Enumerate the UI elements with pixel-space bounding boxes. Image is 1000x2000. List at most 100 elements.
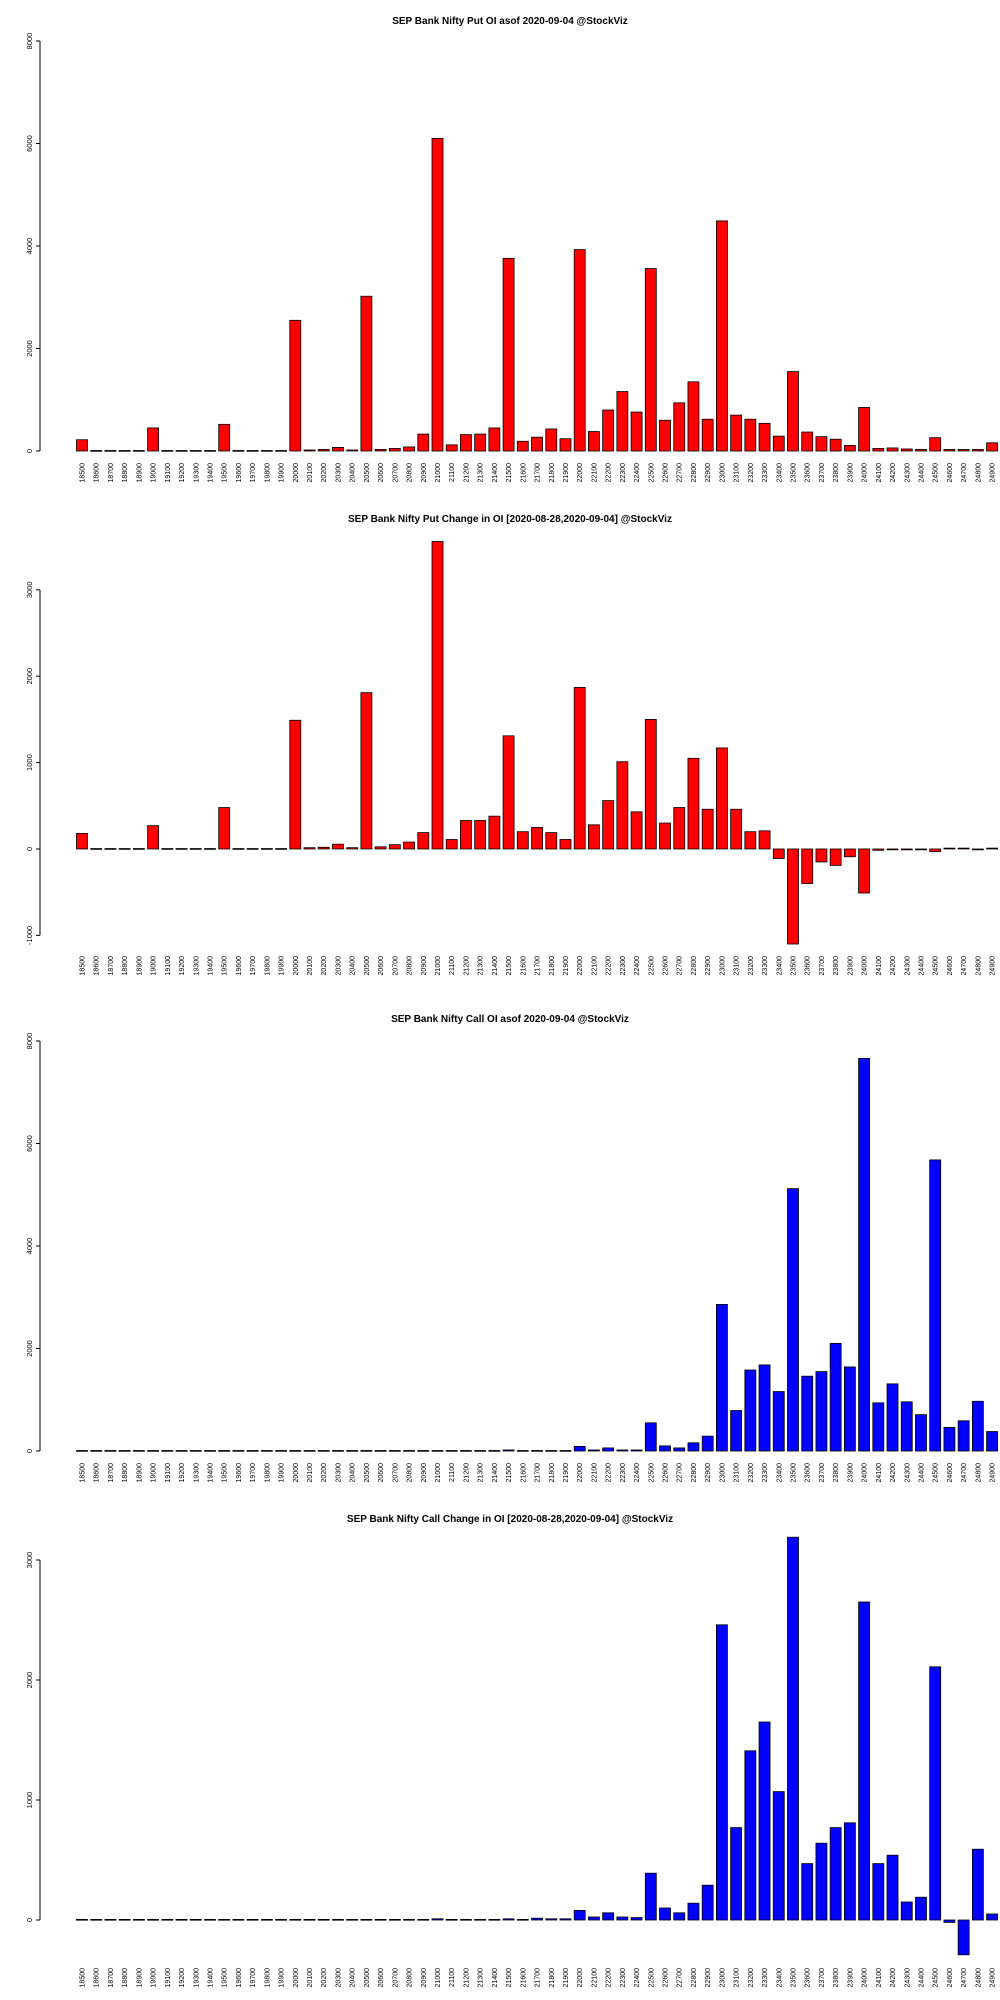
bar-20400	[346, 1450, 359, 1452]
bar-22900	[701, 1884, 714, 1921]
bar-23900	[843, 444, 856, 452]
bar-19200	[175, 848, 188, 850]
bar-21700	[531, 1450, 543, 1452]
bar-21500	[502, 735, 515, 850]
y-tick-label: 6000	[25, 135, 34, 152]
bar-20100	[303, 847, 316, 850]
bar-20200	[317, 1450, 330, 1452]
x-tick-label: 22900	[705, 1968, 712, 1988]
x-tick-label: 22000	[577, 1968, 584, 1988]
bar-19600	[232, 450, 245, 452]
bar-18600	[90, 450, 103, 452]
bar-23000	[716, 220, 728, 452]
x-tick-label: 24400	[918, 1463, 925, 1483]
bar-23400	[772, 848, 785, 859]
x-tick-label: 20200	[321, 1463, 328, 1483]
bar-19400	[204, 1918, 216, 1921]
bar-21300	[474, 1450, 487, 1452]
bar-20800	[403, 1918, 415, 1921]
bar-21200	[460, 1918, 472, 1921]
bar-20400	[346, 1918, 359, 1921]
bar-21500	[502, 1918, 515, 1921]
x-tick-label: 23800	[833, 463, 840, 483]
bar-21000	[431, 1450, 444, 1452]
x-tick-label: 21300	[478, 463, 485, 483]
bar-20700	[388, 448, 401, 452]
bar-23600	[801, 431, 814, 452]
bar-20700	[388, 844, 401, 850]
y-tick-label: 4000	[25, 238, 34, 255]
bar-21900	[559, 1918, 572, 1921]
x-tick-label: 19500	[222, 463, 229, 483]
x-tick-label: 19900	[279, 463, 286, 483]
x-tick-label: 19400	[207, 463, 214, 483]
bar-20700	[388, 1918, 401, 1921]
bar-24200	[886, 1383, 899, 1452]
bar-20800	[403, 1450, 415, 1452]
bar-21500	[502, 257, 515, 452]
bar-23600	[801, 1375, 814, 1452]
bar-18600	[90, 848, 103, 850]
bar-19100	[161, 450, 174, 452]
bar-19400	[204, 848, 216, 850]
x-tick-label: 19200	[179, 1463, 186, 1483]
bar-24600	[943, 1427, 956, 1452]
x-tick-label: 19300	[193, 1968, 200, 1988]
x-tick-label: 20600	[378, 956, 385, 976]
bar-20900	[417, 832, 430, 850]
bar-24100	[872, 1863, 885, 1921]
bar-18800	[118, 1918, 131, 1921]
x-tick-label: 22400	[634, 1463, 641, 1483]
bar-21000	[431, 137, 444, 452]
bar-22200	[602, 1447, 615, 1452]
bar-18900	[132, 1450, 145, 1452]
x-tick-label: 22000	[577, 1463, 584, 1483]
bar-19700	[246, 848, 259, 850]
bar-22000	[573, 687, 586, 850]
bar-24500	[929, 437, 942, 452]
x-tick-label: 21900	[563, 1968, 570, 1988]
x-tick-label: 20500	[364, 1463, 371, 1483]
bar-18900	[132, 848, 145, 850]
y-tick-label: 0	[25, 449, 34, 453]
x-tick-label: 21300	[478, 1968, 485, 1988]
x-tick-label: 24300	[904, 463, 911, 483]
x-tick-label: 24000	[862, 1463, 869, 1483]
x-tick-label: 22300	[620, 1463, 627, 1483]
x-tick-label: 18500	[80, 1463, 87, 1483]
chart-svg: SEP Bank Nifty Call OI asof 2020-09-04 @…	[25, 1014, 998, 1483]
bar-20500	[360, 1450, 373, 1452]
x-tick-label: 23900	[847, 463, 854, 483]
bar-23700	[815, 1371, 828, 1452]
bar-24300	[900, 1401, 913, 1452]
bar-20600	[374, 1918, 387, 1921]
x-tick-label: 22100	[591, 1968, 598, 1988]
bar-21600	[516, 440, 529, 452]
bar-19100	[161, 1450, 174, 1452]
bar-23400	[772, 435, 785, 452]
x-tick-label: 20200	[321, 463, 328, 483]
x-tick-label: 22200	[606, 1463, 613, 1483]
x-tick-label: 20000	[293, 956, 300, 976]
x-tick-label: 24000	[862, 463, 869, 483]
x-tick-label: 23300	[762, 463, 769, 483]
x-tick-label: 22600	[663, 463, 670, 483]
bar-20300	[332, 843, 344, 850]
bar-22100	[588, 1449, 600, 1452]
bar-24100	[872, 848, 885, 851]
y-tick-label: 8000	[25, 33, 34, 50]
bar-19900	[275, 848, 287, 850]
bar-18800	[118, 450, 131, 452]
bar-19300	[189, 848, 202, 850]
bar-19700	[246, 450, 259, 452]
x-tick-label: 24200	[890, 1968, 897, 1988]
bar-23200	[744, 1369, 757, 1452]
bar-24900	[986, 1913, 998, 1921]
bar-23800	[829, 848, 842, 866]
x-tick-label: 20900	[421, 1463, 428, 1483]
x-tick-label: 20000	[293, 463, 300, 483]
x-tick-label: 20400	[350, 463, 357, 483]
bar-19700	[246, 1918, 259, 1921]
bar-21300	[474, 433, 487, 452]
bar-24600	[943, 449, 956, 452]
